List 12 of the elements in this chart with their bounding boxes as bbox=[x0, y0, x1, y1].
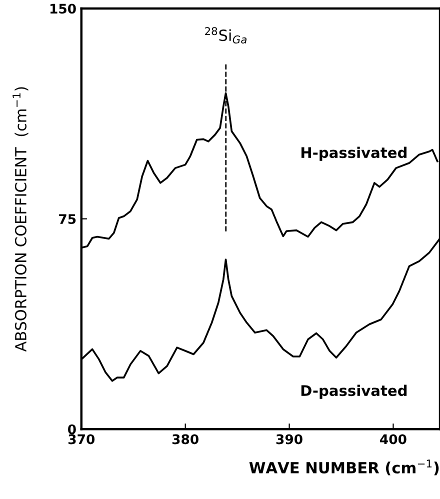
series-label: D-passivated bbox=[301, 384, 407, 399]
y-tick-label: 0 bbox=[68, 424, 76, 434]
x-tick-label: 400 bbox=[380, 434, 406, 444]
x-tick-label: 380 bbox=[172, 434, 198, 444]
x-tick-label: 370 bbox=[68, 434, 95, 444]
series-label: H-passivated bbox=[302, 146, 406, 161]
y-tick-label: 150 bbox=[50, 4, 76, 14]
x-tick-label: 390 bbox=[276, 434, 302, 444]
x-axis-title: WAVE NUMBER (cm$^{−1}$) bbox=[249, 460, 439, 476]
y-tick-label: 75 bbox=[59, 214, 76, 224]
y-axis-title: ABSORPTION COEFFICIENT (cm$^{−1}$) bbox=[12, 87, 28, 352]
ref-line-label: $^{28}$Si$_{Ga}$ bbox=[205, 27, 247, 44]
